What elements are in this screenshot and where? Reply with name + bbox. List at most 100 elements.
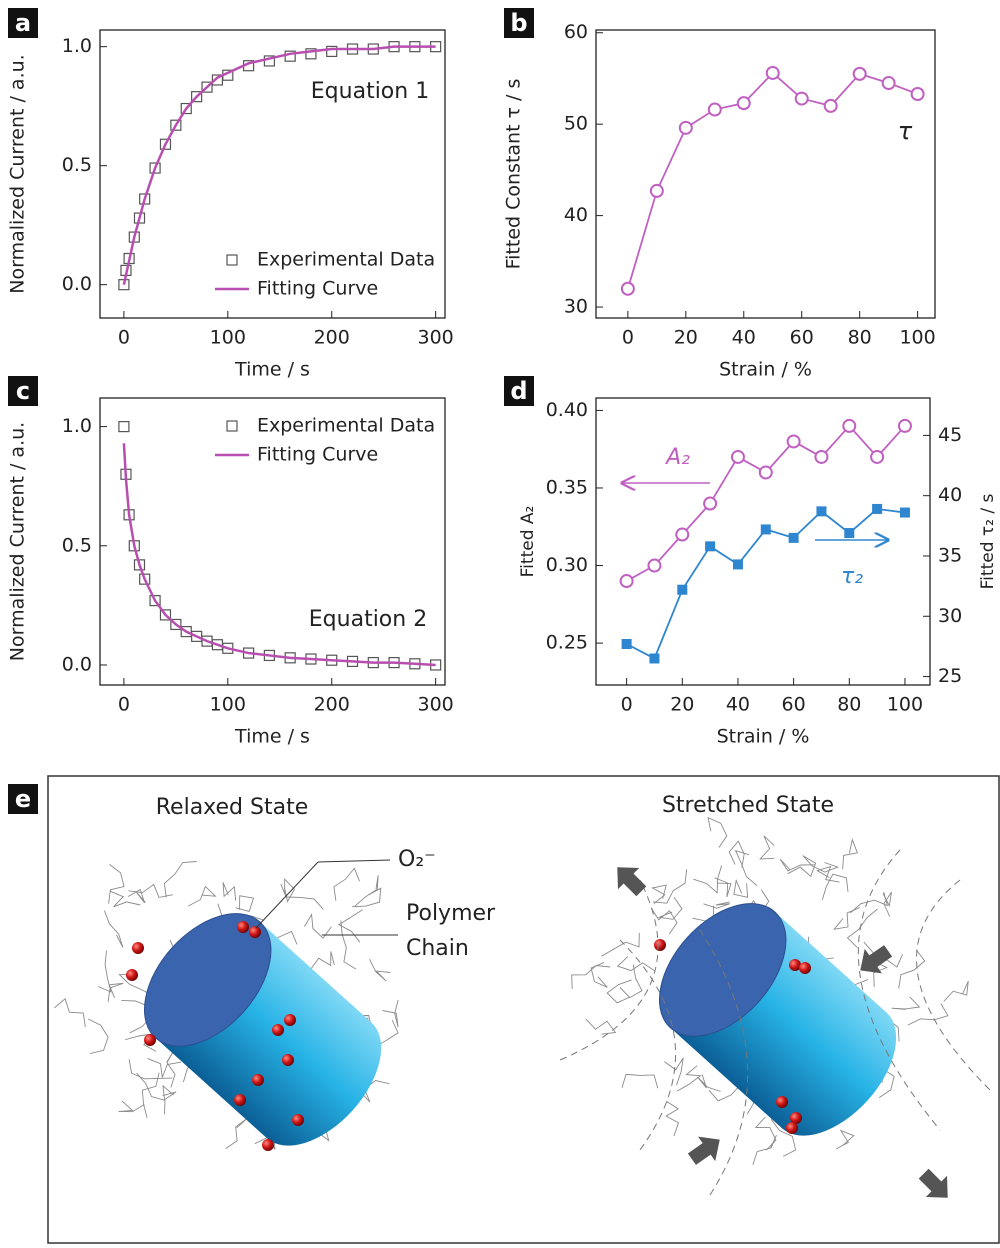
- polymer-chain: [128, 883, 173, 898]
- polymer-chain: [754, 1116, 777, 1151]
- x-axis-label: Time / s: [234, 726, 310, 748]
- polymer-chain: [354, 875, 379, 907]
- polymer-chain: [162, 1084, 177, 1101]
- polymer-chain: [108, 864, 125, 904]
- polymer-chain: [733, 878, 749, 898]
- marker: [159, 138, 172, 150]
- marker: [649, 183, 664, 198]
- polymer-chain: [787, 855, 817, 878]
- state-title: Stretched State: [662, 793, 834, 818]
- ion: [789, 959, 801, 971]
- polymer-chain: [222, 882, 237, 901]
- leader: [317, 859, 391, 863]
- x-axis-label: Strain / %: [717, 726, 810, 748]
- panel-label: c: [16, 377, 30, 405]
- marker: [647, 558, 662, 573]
- polymer-chain: [369, 958, 391, 982]
- marker: [823, 98, 838, 113]
- polymer-chain: [898, 949, 926, 989]
- marker: [139, 573, 151, 585]
- marker: [765, 65, 780, 80]
- ion: [252, 1074, 264, 1086]
- x-tick-label: 40: [726, 694, 750, 716]
- y-tick-label: 1.0: [62, 415, 92, 437]
- polymer-chain: [284, 878, 295, 903]
- polymer-chain: [891, 996, 921, 1010]
- legend-label: Experimental Data: [257, 415, 435, 437]
- marker: [649, 653, 660, 664]
- marker: [326, 45, 338, 58]
- legend-marker: [226, 254, 238, 266]
- ion: [284, 1014, 296, 1026]
- panel-label: b: [510, 9, 527, 37]
- marker: [794, 91, 809, 106]
- polymer-chain: [850, 891, 889, 914]
- ion: [126, 969, 138, 981]
- y-tick-label: 0.0: [62, 273, 92, 295]
- plot-frame: [99, 29, 446, 319]
- y-tick-label: 25: [938, 665, 962, 687]
- marker: [870, 449, 885, 464]
- marker: [621, 639, 632, 649]
- polymer-chain: [225, 1118, 248, 1150]
- x-tick-label: 300: [418, 694, 454, 716]
- force-arrow: [687, 1136, 720, 1165]
- polymer-chain: [650, 907, 678, 935]
- polymer-chain: [664, 1057, 684, 1086]
- marker: [305, 48, 317, 60]
- polymer-chain: [382, 999, 399, 1028]
- marker: [897, 418, 912, 433]
- cylinder: [143, 913, 382, 1146]
- marker: [899, 507, 910, 518]
- polymer-chain: [676, 1065, 702, 1092]
- strain-guide: [857, 849, 941, 1131]
- strain-guide: [559, 879, 659, 1061]
- polymer-chain: [304, 913, 332, 939]
- x-tick-label: 0: [622, 327, 634, 349]
- polymer-chain: [907, 1003, 949, 1026]
- y-axis-label: Fitted A₂: [518, 506, 538, 578]
- state-title: Relaxed State: [156, 795, 309, 820]
- ion: [654, 939, 666, 951]
- legend-label: Experimental Data: [257, 249, 435, 271]
- marker: [730, 449, 745, 464]
- x-tick-label: 0: [621, 694, 633, 716]
- polymer-chain: [752, 1135, 777, 1166]
- marker: [170, 119, 182, 131]
- y-tick-label: 60: [564, 21, 588, 43]
- legend-label: Fitting Curve: [257, 278, 378, 300]
- polymer-chain: [703, 901, 731, 909]
- y-tick-label: 0.5: [62, 534, 92, 556]
- ion: [132, 942, 144, 954]
- polymer-chain: [141, 1072, 160, 1118]
- ion: [262, 1139, 274, 1151]
- polymer-chain: [835, 1129, 855, 1150]
- marker: [910, 87, 925, 101]
- y-tick-label: 0.35: [546, 476, 588, 498]
- marker: [872, 503, 883, 514]
- polymer-chain: [943, 981, 969, 1002]
- ion: [282, 1054, 294, 1066]
- y-tick-label: 0.30: [546, 554, 588, 576]
- marker: [139, 193, 151, 205]
- polymer-chain: [163, 861, 197, 898]
- y-tick-label: 30: [564, 296, 588, 318]
- series-line: [122, 443, 436, 667]
- y-tick-label: 0.0: [62, 653, 92, 675]
- y-axis-label: Fitted Constant τ / s: [503, 79, 525, 270]
- annotation: Equation 2: [309, 607, 427, 632]
- x-tick-label: 300: [418, 327, 454, 349]
- panel-label: e: [15, 785, 31, 813]
- series-line: [627, 71, 918, 289]
- x-tick-label: 20: [670, 694, 694, 716]
- polymer-chain: [280, 883, 324, 910]
- marker: [180, 102, 192, 115]
- polymer-chain: [842, 838, 859, 870]
- panel-label-box: [504, 8, 534, 38]
- polymer-chain: [590, 961, 608, 988]
- series-line: [122, 45, 436, 285]
- marker: [786, 434, 801, 449]
- force-arrow: [617, 867, 647, 897]
- panel-label-box: [504, 376, 534, 406]
- cylinder-face: [658, 903, 787, 1037]
